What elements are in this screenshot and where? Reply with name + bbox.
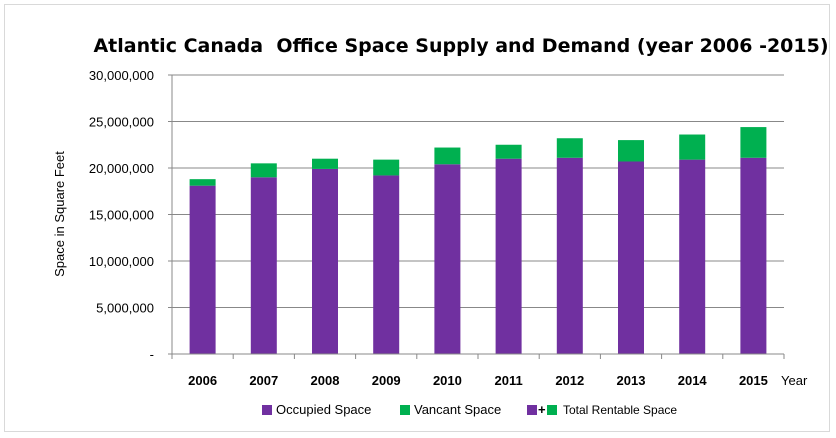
x-tick-label: 2014 <box>678 373 708 388</box>
y-tick-label: 15,000,000 <box>89 208 154 223</box>
x-tick-label: 2010 <box>433 373 462 388</box>
y-tick-label: 30,000,000 <box>89 68 154 83</box>
y-tick-label: 20,000,000 <box>89 161 154 176</box>
x-tick-label: 2007 <box>249 373 278 388</box>
bar-occupied-space-2006 <box>189 185 216 354</box>
bar-vancant-space-2010 <box>434 147 461 165</box>
x-tick-label: 2012 <box>555 373 584 388</box>
bar-occupied-space-2013 <box>618 161 644 354</box>
legend-swatch-occupied-space <box>262 405 272 415</box>
y-tick-label: 5,000,000 <box>96 301 154 316</box>
chart-title: Atlantic Canada Office Space Supply and … <box>93 35 828 57</box>
bar-vancant-space-2011 <box>495 144 522 159</box>
x-tick-label: 2006 <box>188 373 217 388</box>
bar-occupied-space-2008 <box>312 168 338 354</box>
x-tick-label: 2008 <box>311 373 340 388</box>
x-tick-label: 2015 <box>739 373 768 388</box>
bar-vancant-space-2006 <box>189 179 216 186</box>
legend-label-vancant-space: Vancant Space <box>414 402 501 417</box>
bar-vancant-space-2007 <box>250 163 277 178</box>
y-tick-label: 10,000,000 <box>89 254 154 269</box>
y-tick-label: 25,000,000 <box>89 115 154 130</box>
bar-occupied-space-2010 <box>434 164 461 354</box>
x-tick-label: 2009 <box>372 373 401 388</box>
bars <box>189 127 767 354</box>
legend-plus-sign: + <box>538 402 546 417</box>
bar-occupied-space-2007 <box>250 177 277 354</box>
x-tick-label: 2011 <box>494 373 522 388</box>
bar-vancant-space-2008 <box>312 158 338 169</box>
bar-vancant-space-2014 <box>679 134 706 160</box>
legend-swatch-total-occupied <box>527 405 537 415</box>
legend-label-occupied-space: Occupied Space <box>276 402 371 417</box>
y-axis-ticks: - 5,000,000 10,000,000 15,000,000 20,000,000… <box>89 68 172 362</box>
bar-occupied-space-2009 <box>373 175 400 354</box>
bar-occupied-space-2015 <box>740 157 767 354</box>
bar-occupied-space-2012 <box>556 157 583 354</box>
y-axis-label: Space in Square Feet <box>52 151 67 277</box>
bar-vancant-space-2009 <box>373 159 400 176</box>
y-tick-label: - <box>150 347 154 362</box>
bar-occupied-space-2014 <box>679 159 706 354</box>
bar-vancant-space-2015 <box>740 127 767 158</box>
legend-label-total-rentable-space: Total Rentable Space <box>563 403 677 417</box>
bar-vancant-space-2012 <box>556 138 583 158</box>
bar-occupied-space-2011 <box>495 158 522 354</box>
x-tick-label: 2013 <box>617 373 646 388</box>
x-axis-label: Year <box>781 373 808 388</box>
legend: Occupied Space Vancant Space + Total Ren… <box>262 402 677 417</box>
x-axis-ticks: 2006 2007 2008 2009 2010 2011 2012 2013 2014 2015 <box>171 354 785 388</box>
legend-swatch-vancant-space <box>400 405 410 415</box>
bar-vancant-space-2013 <box>618 140 644 162</box>
legend-swatch-total-vacant <box>547 405 557 415</box>
